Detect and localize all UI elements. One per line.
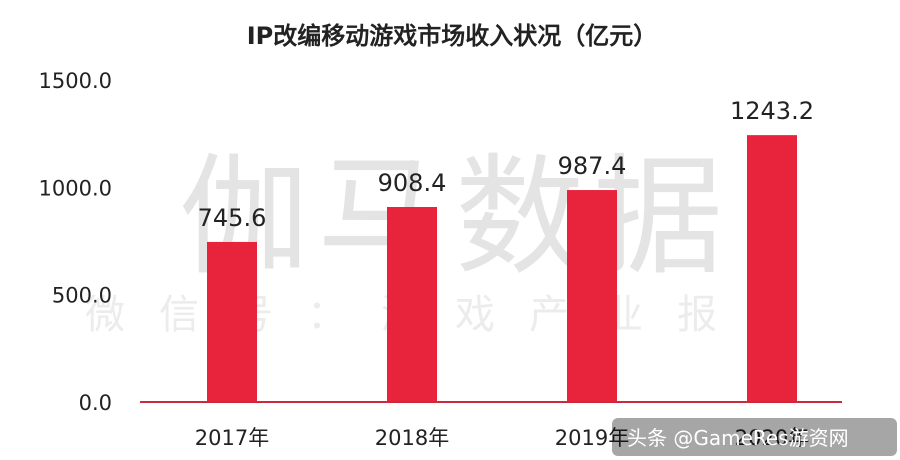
data-labels: 745.6 908.4 987.4 1243.2: [198, 97, 814, 232]
x-tick-label: 2018年: [375, 426, 449, 450]
bar-value-label: 1243.2: [730, 97, 814, 125]
bar-value-label: 745.6: [198, 204, 267, 232]
x-tick-label: 2020年: [735, 426, 809, 450]
bar: [387, 206, 437, 402]
bar: [207, 241, 257, 402]
credit-text: 头条 @GameRes游资网: [627, 426, 849, 450]
credit-badge: 头条 @GameRes游资网: [612, 418, 897, 456]
x-tick-label: 2019年: [555, 426, 629, 450]
watermark: 伽马数据 微信号：游戏产业报告: [85, 141, 825, 338]
credit-background: [612, 418, 897, 456]
watermark-sub: 微信号：游戏产业报告: [85, 292, 825, 338]
bar: [567, 190, 617, 402]
y-tick-label: 1500.0: [39, 69, 112, 93]
watermark-main: 伽马数据: [179, 141, 731, 293]
x-axis: 2017年 2018年 2019年 2020年: [195, 426, 809, 450]
bar: [747, 135, 797, 402]
bar-value-label: 987.4: [558, 152, 627, 180]
y-tick-label: 1000.0: [39, 176, 112, 200]
chart-title: IP改编移动游戏市场收入状况（亿元）: [247, 22, 658, 50]
y-tick-label: 500.0: [52, 284, 112, 308]
y-tick-label: 0.0: [79, 391, 112, 415]
y-axis: 0.0 500.0 1000.0 1500.0: [39, 69, 112, 415]
x-tick-label: 2017年: [195, 426, 269, 450]
bar-series: [207, 135, 797, 402]
bar-value-label: 908.4: [378, 169, 447, 197]
